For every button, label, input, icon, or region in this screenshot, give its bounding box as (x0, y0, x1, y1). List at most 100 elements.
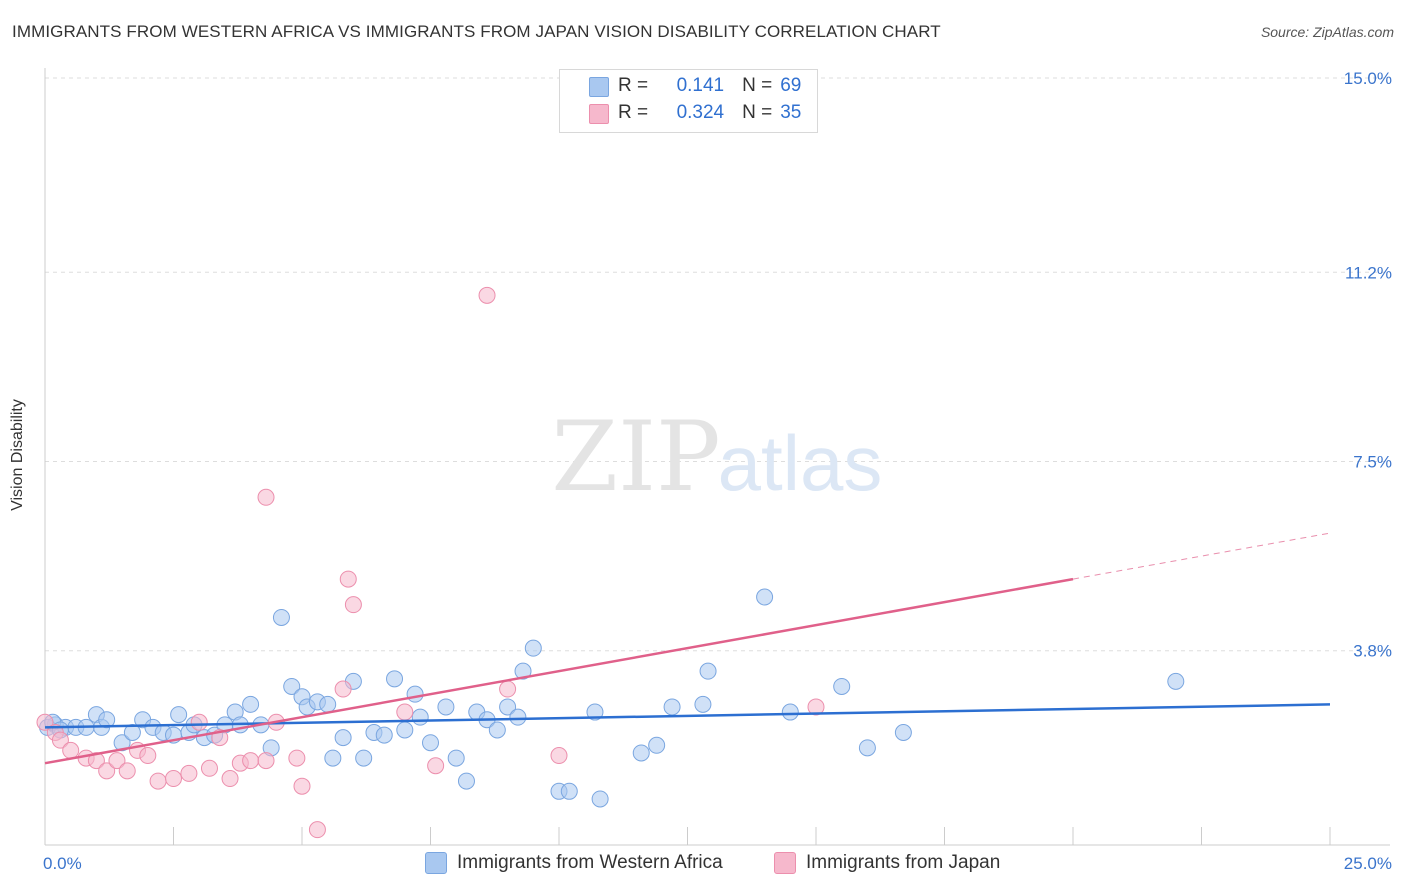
point-western-africa (319, 695, 337, 713)
bottom-legend-swatch (425, 852, 447, 874)
point-western-africa (272, 608, 290, 626)
y-tick-label: 11.2% (1345, 263, 1392, 282)
y-tick-label: 3.8% (1353, 642, 1392, 661)
point-japan (550, 747, 568, 765)
point-western-africa (411, 708, 429, 726)
point-western-africa (699, 662, 717, 680)
legend-swatch-western-africa (589, 77, 609, 97)
point-western-africa (894, 724, 912, 742)
point-western-africa (586, 703, 604, 721)
point-western-africa (524, 639, 542, 657)
point-western-africa (648, 736, 666, 754)
point-western-africa (437, 698, 455, 716)
point-japan (62, 741, 80, 759)
bottom-legend-label: Immigrants from Japan (806, 852, 1001, 873)
point-western-africa (113, 734, 131, 752)
point-western-africa (123, 724, 141, 742)
legend-n-label: N = (742, 102, 773, 123)
watermark: ZIP atlas (551, 401, 882, 513)
point-japan (308, 821, 326, 839)
point-western-africa (170, 706, 188, 724)
point-japan (51, 731, 69, 749)
point-western-africa (781, 703, 799, 721)
point-western-africa (509, 708, 527, 726)
watermark-atlas: atlas (718, 419, 883, 507)
point-japan (288, 749, 306, 767)
point-western-africa (560, 782, 578, 800)
point-western-africa (447, 749, 465, 767)
x-tick-label: 25.0% (1344, 854, 1392, 873)
watermark-zip: ZIP (551, 401, 720, 513)
point-western-africa (663, 698, 681, 716)
legend-swatch-japan (589, 104, 609, 124)
point-japan (339, 570, 357, 588)
trend-line-japan (44, 577, 1074, 765)
point-japan (221, 770, 239, 788)
point-western-africa (334, 729, 352, 747)
y-tick-label: 7.5% (1353, 453, 1392, 472)
point-japan (165, 770, 182, 788)
tick-labels: 15.0% 11.2% 7.5% 3.8% 0.0% 25.0% (43, 69, 1392, 873)
trend-line-japan-extension (1072, 532, 1331, 580)
point-japan (149, 772, 167, 790)
point-western-africa (422, 734, 439, 752)
legend-n-value: 35 (780, 102, 802, 123)
point-japan (478, 286, 496, 304)
bottom-legend-swatch (774, 852, 796, 874)
point-western-africa (858, 739, 876, 757)
point-western-africa (499, 698, 517, 716)
y-axis-label: Vision Disability (9, 399, 26, 511)
point-japan (118, 762, 136, 780)
bottom-legend-japan: Immigrants from Japan (774, 852, 1000, 874)
point-western-africa (406, 685, 424, 703)
bottom-legend-label: Immigrants from Western Africa (457, 852, 723, 873)
legend-n-label: N = (742, 75, 773, 96)
point-japan (87, 752, 105, 770)
point-western-africa (488, 721, 506, 739)
legend-n-value: 69 (780, 75, 802, 96)
chart-title: IMMIGRANTS FROM WESTERN AFRICA VS IMMIGR… (12, 22, 941, 41)
trend-line-western-africa (44, 703, 1331, 729)
point-western-africa (283, 677, 301, 695)
legend-row-japan: R = 0.324 N = 35 (618, 101, 801, 125)
legend-r-label: R = (618, 75, 649, 96)
point-western-africa (375, 726, 393, 744)
point-western-africa (1167, 672, 1185, 690)
source-label: Source: ZipAtlas.com (1260, 24, 1394, 40)
point-western-africa (242, 695, 260, 713)
point-japan (807, 698, 825, 716)
gridlines (45, 77, 1390, 652)
data-points (36, 286, 1185, 839)
legend-r-value: 0.141 (676, 75, 725, 96)
point-japan (190, 713, 208, 731)
point-western-africa (591, 790, 609, 808)
point-japan (396, 703, 414, 721)
point-japan (200, 759, 218, 777)
point-japan (180, 764, 198, 782)
point-japan (344, 596, 362, 614)
point-western-africa (457, 772, 475, 790)
point-japan (257, 752, 275, 770)
legend-row-western-africa: R = 0.141 N = 69 (618, 74, 801, 98)
point-japan (242, 752, 260, 770)
point-japan (257, 488, 275, 506)
point-japan (139, 747, 157, 765)
bottom-legend-western-africa: Immigrants from Western Africa (425, 852, 723, 874)
legend-r-label: R = (618, 102, 649, 123)
y-tick-label: 15.0% (1344, 69, 1392, 88)
point-western-africa (756, 588, 774, 606)
point-western-africa (632, 744, 650, 762)
point-japan (499, 680, 517, 698)
point-western-africa (355, 749, 373, 767)
point-japan (334, 680, 352, 698)
point-western-africa (386, 670, 404, 688)
point-western-africa (833, 677, 851, 695)
trend-lines (44, 532, 1331, 765)
point-western-africa (396, 721, 414, 739)
point-japan (293, 777, 311, 795)
point-western-africa (98, 711, 116, 729)
point-japan (108, 752, 126, 770)
legend: R = 0.141 N = 69 R = 0.324 N = 35 (559, 69, 818, 133)
legend-r-value: 0.324 (676, 102, 725, 123)
